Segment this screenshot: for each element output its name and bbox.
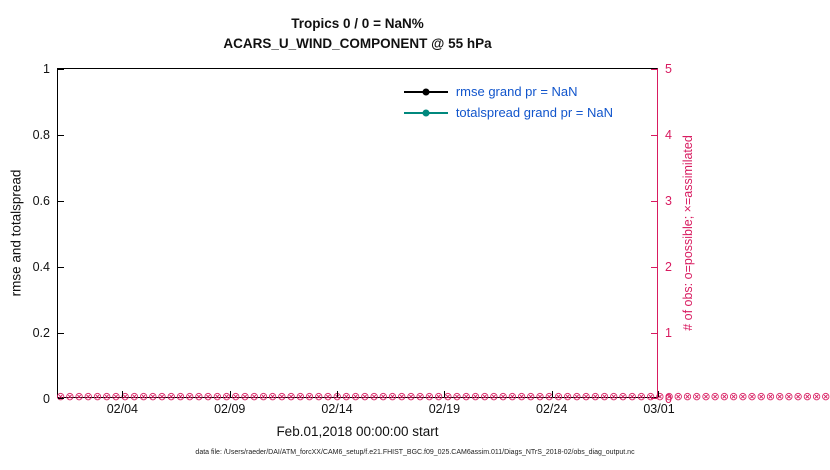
rmse-marker-dot (422, 88, 430, 95)
obs-marker: ⊗ (175, 391, 186, 403)
legend-row: totalspread grand pr = NaN (403, 105, 613, 120)
x-tick-mark (229, 391, 231, 397)
right-y-axis-label: # of obs: o=possible; ×=assimilated (681, 135, 695, 331)
left-y-axis-label: rmse and totalspread (8, 169, 24, 297)
obs-marker: ⊗ (793, 391, 803, 403)
right-y-tick-mark (651, 201, 657, 202)
obs-marker: ⊗ (821, 391, 830, 403)
obs-marker: ⊗ (489, 391, 499, 403)
left-y-tick-mark (58, 267, 64, 268)
obs-marker: ⊗ (599, 391, 610, 403)
left-y-tick-mark (58, 201, 64, 202)
obs-marker: ⊗ (480, 391, 490, 403)
obs-marker: ⊗ (166, 391, 176, 403)
right-y-tick-mark (651, 398, 657, 399)
x-tick-mark (658, 391, 659, 397)
x-tick-mark (444, 391, 446, 397)
right-y-tick-label: 4 (665, 128, 672, 142)
obs-marker: ⊗ (756, 391, 766, 403)
legend-label-rmse: rmse grand pr = NaN (455, 84, 578, 99)
left-y-tick-mark (58, 333, 64, 334)
x-tick-label: 02/04 (106, 402, 138, 416)
obs-marker: ⊗ (387, 391, 398, 403)
obs-marker: ⊗ (811, 391, 822, 403)
left-y-tick-label: 0.2 (32, 326, 50, 340)
right-y-tick-mark (651, 69, 657, 70)
obs-marker: ⊗ (378, 391, 388, 403)
left-y-tick-label: 0 (43, 392, 50, 406)
right-y-tick-mark (651, 333, 657, 334)
right-y-tick-mark (651, 135, 657, 136)
left-y-tick-mark (58, 69, 64, 70)
right-y-tick-label: 3 (665, 194, 672, 208)
legend: rmse grand pr = NaN totalspread grand pr… (403, 81, 613, 123)
obs-marker: ⊗ (157, 391, 167, 403)
obs-marker: ⊗ (609, 391, 619, 403)
obs-marker: ⊗ (498, 391, 508, 403)
left-y-tick-label: 0.4 (32, 260, 50, 274)
left-y-tick-mark (58, 135, 64, 136)
left-y-tick-mark (58, 398, 64, 399)
totalspread-marker-dot (422, 109, 430, 116)
totalspread-line-swatch (403, 109, 448, 116)
plot-area: rmse grand pr = NaN totalspread grand pr… (33, 62, 830, 416)
plot-title-line2: ACARS_U_WIND_COMPONENT @ 55 hPa (223, 36, 492, 52)
obs-marker: ⊗ (65, 391, 75, 403)
x-tick-mark (551, 391, 553, 397)
obs-marker: ⊗ (765, 391, 776, 403)
right-y-tick-label: 1 (665, 326, 672, 340)
obs-marker: ⊗ (775, 391, 785, 403)
obs-marker: ⊗ (507, 391, 517, 403)
left-y-tick-label: 0.8 (32, 128, 50, 142)
obs-marker: ⊗ (277, 391, 287, 403)
obs-marker: ⊗ (802, 391, 812, 403)
obs-marker: ⊗ (268, 391, 278, 403)
right-y-tick-label: 5 (665, 62, 672, 76)
left-y-tick-label: 1 (43, 62, 50, 76)
right-y-tick-label: 0 (665, 392, 672, 406)
obs-marker: ⊗ (728, 391, 739, 403)
obs-marker: ⊗ (590, 391, 600, 403)
plot-title-line1: Tropics 0 / 0 = NaN% (291, 16, 424, 31)
x-tick-label: 02/09 (214, 402, 246, 416)
obs-marker: ⊗ (738, 391, 748, 403)
legend-label-totalspread: totalspread grand pr = NaN (455, 105, 613, 120)
rmse-line-swatch (403, 88, 448, 95)
obs-marker: ⊗ (719, 391, 729, 403)
x-tick-mark (122, 391, 124, 397)
x-axis-label: Feb.01,2018 00:00:00 start (276, 424, 439, 439)
data-file-footnote: data file: /Users/raeder/DAI/ATM_forcXX/… (195, 449, 635, 456)
obs-marker: ⊗ (397, 391, 407, 403)
right-y-tick-label: 2 (665, 260, 672, 274)
right-y-tick-mark (651, 267, 657, 268)
obs-marker: ⊗ (74, 391, 84, 403)
x-tick-label: 03/01 (643, 402, 675, 416)
obs-marker: ⊗ (710, 391, 720, 403)
legend-row: rmse grand pr = NaN (403, 84, 578, 99)
obs-marker: ⊗ (286, 391, 296, 403)
left-y-tick-label: 0.6 (32, 194, 50, 208)
obs-marker: ⊗ (747, 391, 757, 403)
x-tick-label: 02/14 (321, 402, 353, 416)
obs-marker: ⊗ (701, 391, 711, 403)
obs-marker: ⊗ (784, 391, 794, 403)
obs-marker: ⊗ (185, 391, 195, 403)
x-tick-mark (337, 391, 339, 397)
x-tick-label: 02/24 (536, 402, 568, 416)
plot-title: Tropics 0 / 0 = NaN% ACARS_U_WIND_COMPON… (57, 14, 658, 55)
x-tick-label: 02/19 (428, 402, 461, 416)
